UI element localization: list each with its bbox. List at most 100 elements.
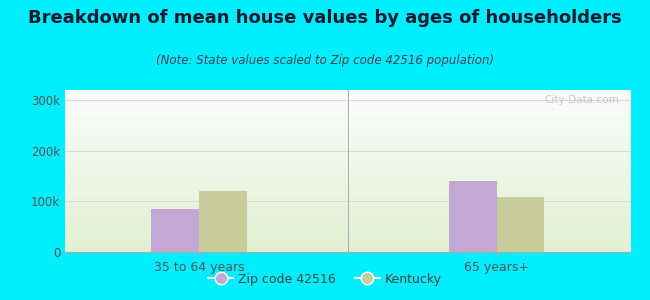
Bar <box>65 139 630 140</box>
Bar <box>65 233 630 234</box>
Bar <box>65 230 630 231</box>
Bar <box>65 131 630 132</box>
Bar <box>65 183 630 184</box>
Bar <box>65 170 630 171</box>
Bar <box>65 127 630 128</box>
Bar <box>65 247 630 248</box>
Bar <box>65 227 630 228</box>
Bar <box>65 198 630 199</box>
Bar <box>65 174 630 175</box>
Bar <box>65 121 630 122</box>
Bar <box>65 203 630 204</box>
Bar <box>65 158 630 159</box>
Bar <box>65 113 630 114</box>
Bar <box>65 107 630 108</box>
Bar <box>65 217 630 218</box>
Bar <box>65 138 630 139</box>
Bar <box>65 214 630 215</box>
Bar <box>65 177 630 178</box>
Text: (Note: State values scaled to Zip code 42516 population): (Note: State values scaled to Zip code 4… <box>156 54 494 67</box>
Bar <box>65 151 630 152</box>
Bar <box>65 128 630 129</box>
Bar <box>65 145 630 146</box>
Bar <box>65 144 630 145</box>
Bar <box>65 156 630 157</box>
Bar <box>65 147 630 148</box>
Bar <box>65 239 630 240</box>
Bar <box>65 160 630 161</box>
Bar <box>65 126 630 127</box>
Bar <box>65 193 630 194</box>
Bar <box>151 209 199 252</box>
Bar <box>65 164 630 165</box>
Bar <box>65 185 630 186</box>
Bar <box>65 189 630 190</box>
Legend: Zip code 42516, Kentucky: Zip code 42516, Kentucky <box>203 268 447 291</box>
Bar <box>65 119 630 120</box>
Bar <box>65 242 630 243</box>
Text: City-Data.com: City-Data.com <box>545 95 619 105</box>
Bar <box>65 220 630 221</box>
Bar <box>65 235 630 236</box>
Bar <box>65 95 630 96</box>
Bar <box>65 179 630 180</box>
Bar <box>65 195 630 196</box>
Bar <box>65 205 630 206</box>
Bar <box>65 97 630 98</box>
Bar <box>65 111 630 112</box>
Bar <box>65 116 630 117</box>
Bar <box>65 122 630 123</box>
Bar <box>497 197 544 252</box>
Bar <box>65 172 630 173</box>
Bar <box>65 184 630 185</box>
Bar <box>65 115 630 116</box>
Bar <box>65 186 630 187</box>
Bar <box>65 176 630 177</box>
Bar <box>65 228 630 229</box>
Bar <box>65 168 630 169</box>
Bar <box>65 103 630 104</box>
Bar <box>65 216 630 217</box>
Bar <box>65 219 630 220</box>
Bar <box>65 169 630 170</box>
Bar <box>65 210 630 211</box>
Bar <box>65 99 630 100</box>
Bar <box>65 105 630 106</box>
Bar <box>65 232 630 233</box>
Bar <box>65 124 630 125</box>
Bar <box>65 140 630 141</box>
Bar <box>65 244 630 245</box>
Bar <box>65 196 630 197</box>
Bar <box>65 194 630 195</box>
Bar <box>65 165 630 166</box>
Bar <box>65 133 630 134</box>
Bar <box>65 171 630 172</box>
Bar <box>65 206 630 207</box>
Bar <box>65 120 630 121</box>
Bar <box>65 135 630 136</box>
Bar <box>65 96 630 97</box>
Bar <box>65 191 630 192</box>
Bar <box>65 130 630 131</box>
Bar <box>65 159 630 160</box>
Bar <box>65 134 630 135</box>
Bar <box>65 237 630 238</box>
Bar <box>65 209 630 210</box>
Bar <box>65 202 630 203</box>
Bar <box>65 187 630 188</box>
Bar <box>65 93 630 94</box>
Bar <box>65 224 630 225</box>
Bar <box>65 229 630 230</box>
Bar <box>65 161 630 162</box>
Bar <box>65 251 630 252</box>
Bar <box>65 149 630 150</box>
Bar <box>65 148 630 149</box>
Bar <box>65 200 630 201</box>
Bar <box>65 231 630 232</box>
Bar <box>65 152 630 153</box>
Bar <box>65 167 630 168</box>
Bar <box>65 175 630 176</box>
Bar <box>65 98 630 99</box>
Bar <box>65 157 630 158</box>
Bar <box>65 188 630 189</box>
